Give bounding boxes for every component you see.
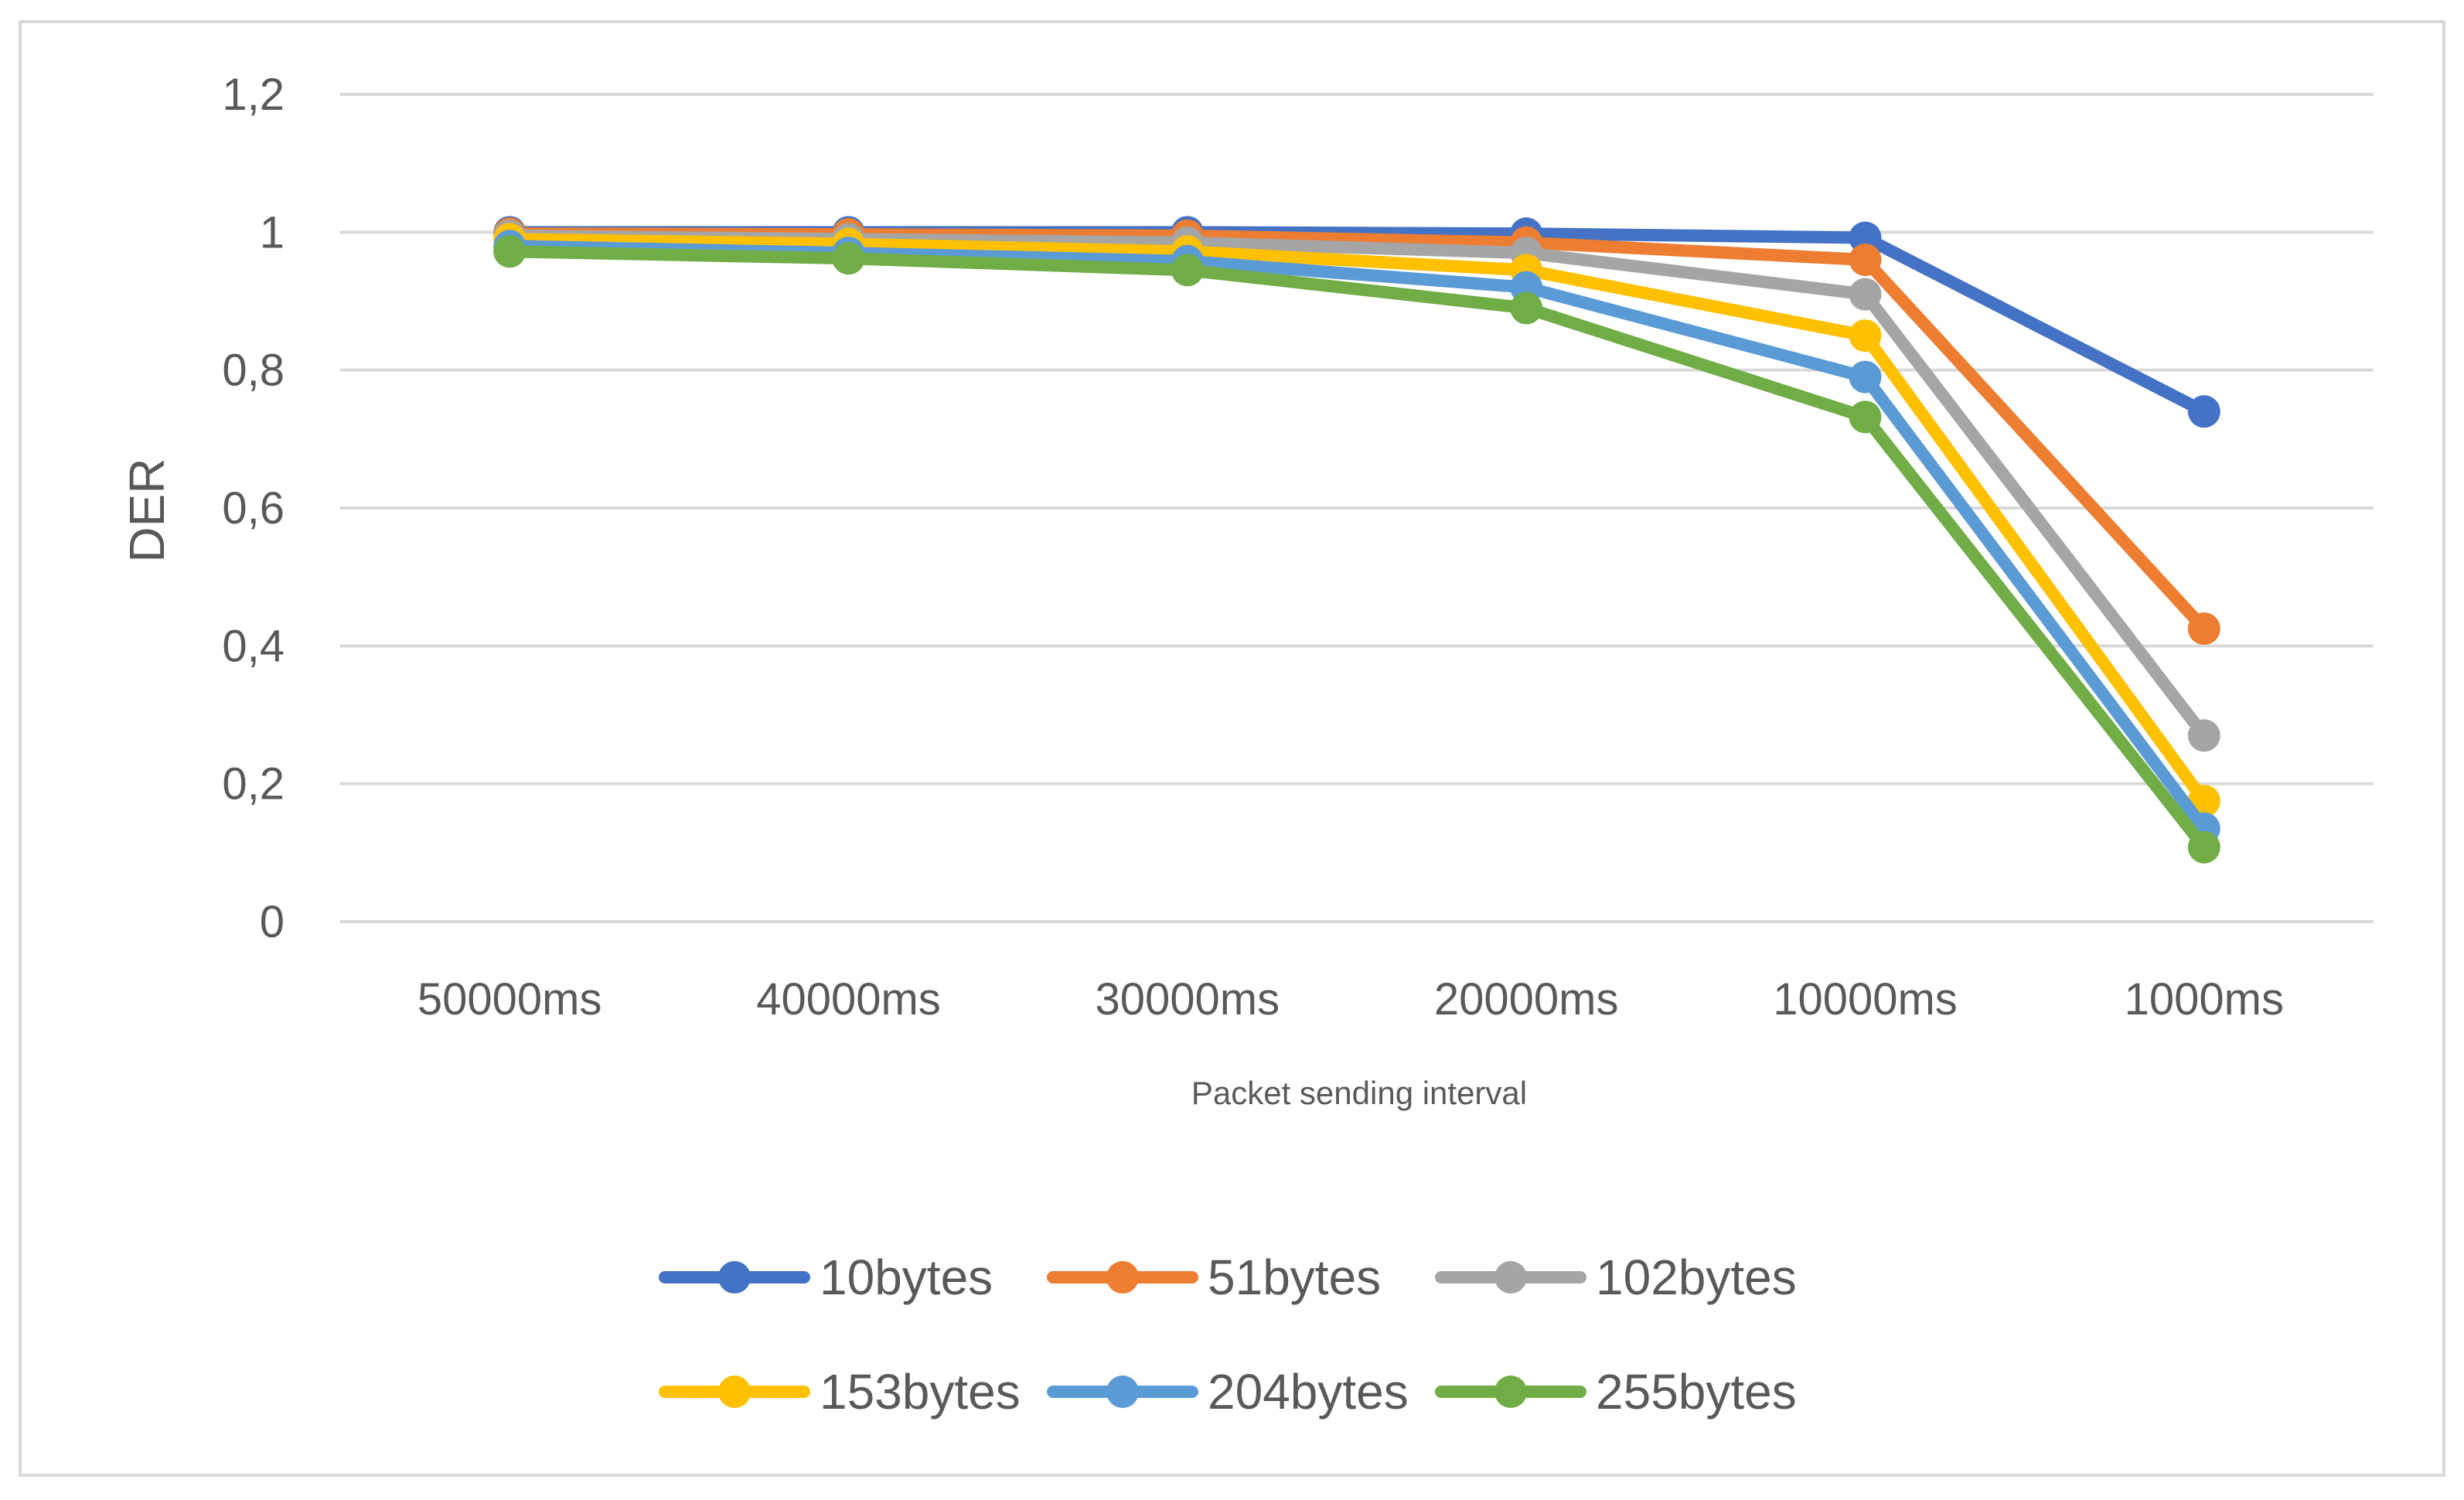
x-tick-label: 10000ms	[1773, 974, 1958, 1024]
data-point	[2187, 719, 2220, 752]
y-tick-label: 0,2	[222, 759, 285, 810]
x-axis-ticks: 50000ms 40000ms 30000ms 20000ms 10000ms 1000m…	[417, 974, 2284, 1024]
y-axis-ticks: 0 0,2 0,4 0,6 0,8 1 1,2	[222, 70, 285, 947]
legend-swatch-marker	[718, 1261, 751, 1294]
legend-item: 153bytes	[659, 1364, 1021, 1420]
series-group	[493, 216, 2220, 864]
data-point	[2187, 830, 2220, 864]
legend-swatch-marker	[1494, 1376, 1527, 1408]
y-tick-label: 0,4	[222, 621, 285, 671]
data-point	[832, 242, 865, 275]
series-line	[503, 245, 2210, 854]
data-point	[493, 235, 527, 268]
legend-swatch-marker	[1106, 1376, 1139, 1408]
series-255bytes	[493, 235, 2220, 864]
x-tick-label: 50000ms	[417, 974, 602, 1024]
x-tick-label: 20000ms	[1434, 974, 1619, 1024]
legend-item: 204bytes	[1047, 1364, 1409, 1420]
legend-swatch-marker	[718, 1376, 751, 1408]
data-point	[1171, 254, 1204, 287]
x-tick-label: 40000ms	[756, 974, 941, 1024]
legend-label: 204bytes	[1208, 1364, 1409, 1420]
data-point	[1849, 319, 1882, 353]
y-tick-label: 0	[260, 897, 285, 947]
data-point	[1849, 360, 1882, 394]
legend-item: 10bytes	[659, 1249, 993, 1305]
y-tick-label: 1,2	[222, 70, 285, 120]
x-tick-label: 30000ms	[1096, 974, 1280, 1024]
series-line	[503, 233, 2210, 807]
legend-swatch-marker	[1494, 1261, 1527, 1294]
x-tick-label: 1000ms	[2125, 974, 2284, 1024]
legend: 10bytes 51bytes 102bytes 153bytes 204bytes 25…	[659, 1249, 1797, 1420]
y-tick-label: 1	[260, 207, 285, 257]
data-point	[1849, 278, 1882, 311]
data-point	[1849, 244, 1882, 276]
legend-label: 102bytes	[1596, 1249, 1797, 1305]
data-point	[2187, 612, 2220, 646]
y-tick-label: 0,6	[222, 483, 285, 534]
data-point	[1510, 291, 1543, 325]
legend-label: 153bytes	[820, 1364, 1021, 1420]
legend-label: 51bytes	[1208, 1249, 1381, 1305]
y-tick-label: 0,8	[222, 346, 285, 396]
legend-item: 255bytes	[1435, 1364, 1797, 1420]
legend-label: 10bytes	[820, 1249, 993, 1305]
y-axis-title: DER	[119, 458, 175, 562]
x-axis-title: Packet sending interval	[1191, 1075, 1527, 1111]
legend-swatch-marker	[1106, 1261, 1139, 1294]
data-point	[1849, 401, 1882, 434]
legend-item: 102bytes	[1435, 1249, 1797, 1305]
legend-item: 51bytes	[1047, 1249, 1381, 1305]
legend-label: 255bytes	[1596, 1364, 1797, 1420]
data-point	[2187, 395, 2220, 428]
